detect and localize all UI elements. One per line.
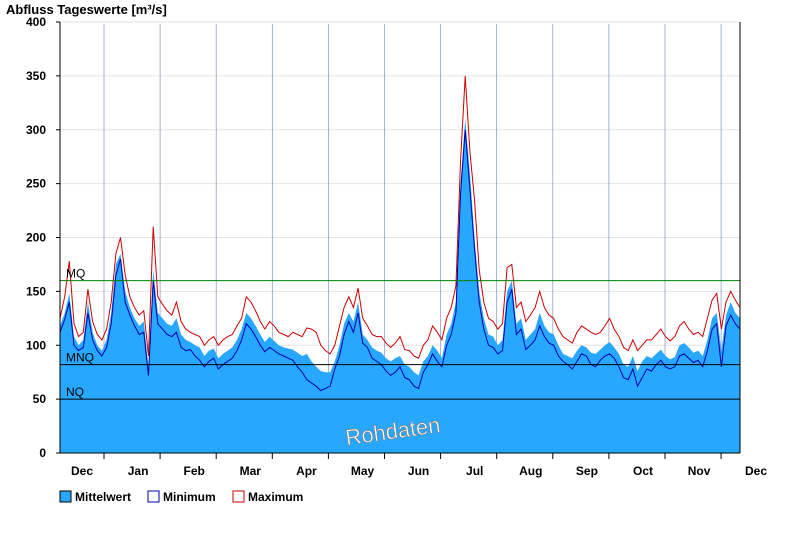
reference-lines: MQ MNQ NQ <box>60 267 740 400</box>
y-tick-label: 400 <box>26 15 46 29</box>
ref-label-mq: MQ <box>66 267 85 281</box>
y-tick-label: 350 <box>26 69 46 83</box>
x-tick-label: Feb <box>184 464 205 478</box>
x-tick-label: Jun <box>408 464 429 478</box>
y-tick-label: 200 <box>26 231 46 245</box>
x-tick-label: May <box>351 464 375 478</box>
legend: Mittelwert Minimum Maximum <box>59 490 303 504</box>
y-tick-label: 250 <box>26 177 46 191</box>
x-tick-label: Nov <box>688 464 711 478</box>
series-mittelwert-area <box>60 119 740 453</box>
x-tick-label: Dec <box>71 464 93 478</box>
x-tick-label: Jul <box>466 464 483 478</box>
legend-swatch-maximum <box>232 490 245 503</box>
x-tick-label: Aug <box>519 464 542 478</box>
x-tick-label: Sep <box>576 464 598 478</box>
axes: 0 50 100 150 200 250 300 350 400 Dec Jan Feb Mar Apr M… <box>26 15 767 478</box>
y-tick-label: 100 <box>26 338 46 352</box>
legend-label-minimum: Minimum <box>163 490 216 504</box>
legend-swatch-minimum <box>147 490 160 503</box>
legend-swatch-mittelwert <box>59 490 72 503</box>
series-maximum-line <box>59 75 741 359</box>
series-area <box>59 75 741 453</box>
y-tick-label: 50 <box>33 392 47 406</box>
x-tick-label: Apr <box>296 464 317 478</box>
series-minimum-line <box>59 129 741 392</box>
y-tick-label: 150 <box>26 284 46 298</box>
x-tick-label: Oct <box>633 464 653 478</box>
chart-title: Abfluss Tageswerte [m³/s] <box>6 2 167 17</box>
y-tick-label: 0 <box>39 446 46 460</box>
y-tick-label: 300 <box>26 123 46 137</box>
x-tick-label: Jan <box>128 464 149 478</box>
x-tick-label: Dec <box>745 464 767 478</box>
x-tick-label: Mar <box>240 464 262 478</box>
ref-label-nq: NQ <box>66 385 84 399</box>
legend-label-mittelwert: Mittelwert <box>75 490 131 504</box>
legend-label-maximum: Maximum <box>248 490 303 504</box>
ref-label-mnq: MNQ <box>66 351 94 365</box>
